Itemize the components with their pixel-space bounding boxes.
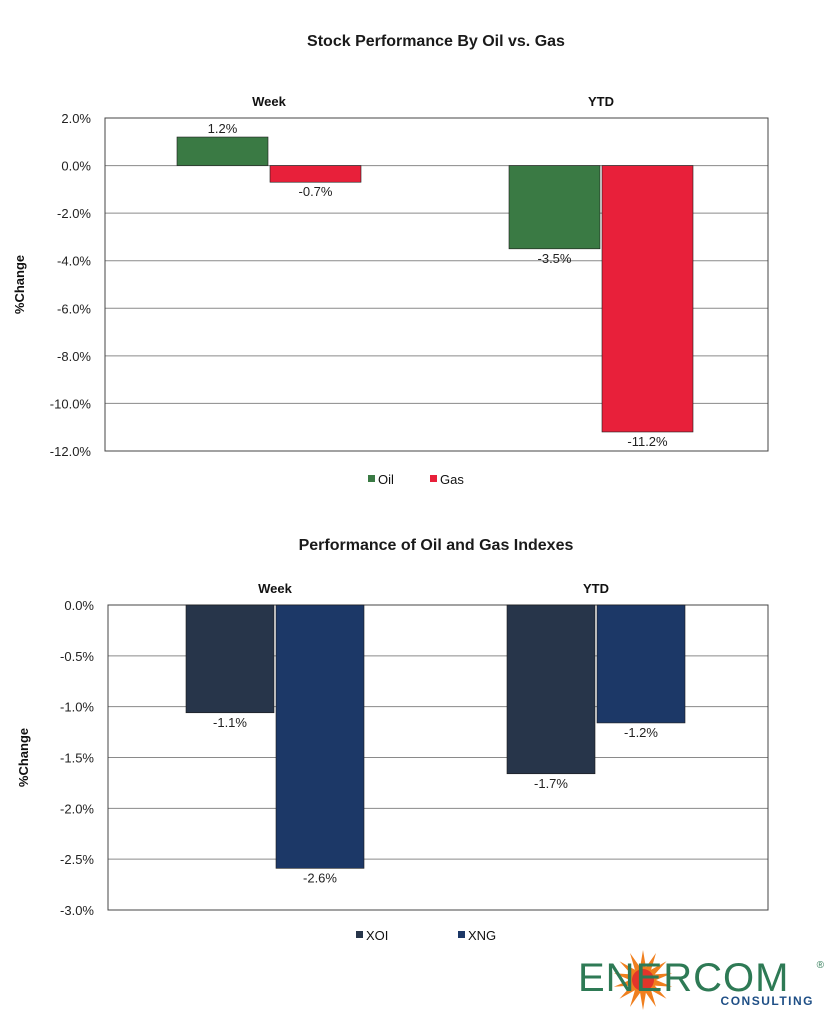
- logo-registered-mark: ®: [816, 960, 824, 971]
- bar-oil: [508, 165, 601, 250]
- y-tick-label: -12.0%: [50, 444, 92, 459]
- category-label: YTD: [583, 581, 609, 596]
- category-label: YTD: [588, 94, 614, 109]
- legend-label: XNG: [468, 928, 496, 943]
- bar-oil: [176, 136, 269, 166]
- y-tick-label: -4.0%: [57, 254, 91, 269]
- y-tick-label: 0.0%: [61, 159, 91, 174]
- plot-area: [104, 117, 769, 452]
- legend-label: Gas: [440, 472, 464, 487]
- bar-xoi: [506, 604, 596, 775]
- legend-swatch: [430, 475, 437, 482]
- plot-area: [107, 604, 769, 911]
- bar-xng: [275, 604, 365, 869]
- enercom-logo: ENERCOM ® CONSULTING: [576, 942, 826, 1012]
- bar-xng: [596, 604, 686, 724]
- data-label: -3.5%: [538, 251, 572, 266]
- data-label: -0.7%: [299, 184, 333, 199]
- legend-label: XOI: [366, 928, 388, 943]
- y-tick-label: -10.0%: [50, 396, 92, 411]
- bar-gas: [601, 165, 694, 433]
- starburst-core: [632, 969, 654, 991]
- legend-swatch: [356, 931, 363, 938]
- legend-swatch: [368, 475, 375, 482]
- category-label: Week: [258, 581, 292, 596]
- category-label: Week: [252, 94, 286, 109]
- chart-title-oil-vs-gas: Stock Performance By Oil vs. Gas: [307, 33, 565, 50]
- y-tick-label: -1.0%: [60, 700, 94, 715]
- data-label: -1.1%: [213, 715, 247, 730]
- y-axis-label: %Change: [16, 728, 31, 787]
- y-tick-label: -3.0%: [60, 903, 94, 918]
- y-tick-label: 0.0%: [64, 598, 94, 613]
- logo-wordmark: ENERCOM: [578, 956, 790, 1000]
- data-label: -1.7%: [534, 776, 568, 791]
- chart-title-indexes: Performance of Oil and Gas Indexes: [298, 537, 574, 554]
- y-tick-label: -0.5%: [60, 649, 94, 664]
- starburst-icon: [613, 950, 673, 1010]
- y-tick-label: -2.0%: [60, 801, 94, 816]
- bar-gas: [269, 165, 362, 183]
- y-tick-label: -2.5%: [60, 852, 94, 867]
- bar-xoi: [185, 604, 275, 714]
- chart-oil-vs-gas: 2.0% 0.0% -2.0% -4.0% -6.0% -8.0% -10.0% -12.0%…: [12, 94, 769, 487]
- legend-label: Oil: [378, 472, 394, 487]
- y-tick-label: -1.5%: [60, 751, 94, 766]
- y-tick-label: 2.0%: [61, 111, 91, 126]
- logo-subtitle: CONSULTING: [720, 994, 814, 1008]
- data-label: -11.2%: [627, 434, 668, 449]
- data-label: 1.2%: [208, 121, 238, 136]
- data-label: -2.6%: [303, 870, 337, 885]
- data-label: -1.2%: [624, 725, 658, 740]
- y-tick-label: -6.0%: [57, 301, 91, 316]
- y-tick-label: -2.0%: [57, 206, 91, 221]
- y-tick-label: -8.0%: [57, 349, 91, 364]
- y-axis-label: %Change: [12, 255, 27, 314]
- legend-swatch: [458, 931, 465, 938]
